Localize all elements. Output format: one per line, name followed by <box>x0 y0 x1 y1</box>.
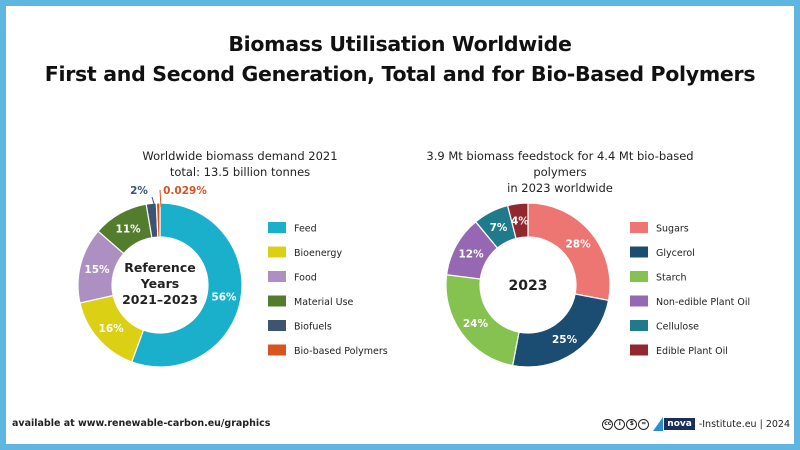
chart1-center-label: Reference <box>124 260 195 275</box>
chart2-legend-swatch <box>630 295 648 307</box>
nova-brand: nova <box>664 418 695 430</box>
chart1-label-1: 16% <box>99 323 125 335</box>
chart2-legend-swatch <box>630 271 648 282</box>
chart1-title: Worldwide biomass demand 2021 <box>142 149 338 163</box>
chart2-slice-edible-plant-oil <box>506 202 529 240</box>
brand-suffix: -Institute.eu | 2024 <box>698 418 790 430</box>
chart1-leader-polymers <box>159 189 162 208</box>
cc-icon: cc <box>602 418 614 430</box>
chart2-slice-glycerol <box>511 293 610 368</box>
chart2-title: 3.9 Mt biomass feedstock for 4.4 Mt bio-… <box>426 149 694 179</box>
main-subtitle: First and Second Generation, Total and f… <box>44 62 756 86</box>
chart2-label-4: 7% <box>490 222 508 234</box>
chart2-legend-label: Cellulose <box>656 322 699 333</box>
chart2-label-2: 24% <box>463 318 489 330</box>
chart2-slice-sugars <box>527 202 611 302</box>
chart2-label-3: 12% <box>458 249 484 261</box>
chart2-legend-label: Edible Plant Oil <box>656 346 728 357</box>
nc-icon: $ <box>626 418 638 430</box>
chart1-legend-label: Food <box>294 273 317 284</box>
chart2-subtitle: in 2023 worldwide <box>507 181 613 195</box>
main-title: Biomass Utilisation Worldwide <box>228 32 572 56</box>
nd-icon: = <box>638 418 650 430</box>
chart1-legend-swatch <box>268 222 286 233</box>
chart1-subtitle: total: 13.5 billion tonnes <box>169 165 311 179</box>
chart1-label-4: 2% <box>130 185 148 197</box>
chart1-legend-swatch <box>268 246 286 258</box>
nova-logo-icon <box>653 417 664 431</box>
chart1-slice-feed <box>130 202 243 368</box>
chart2-heading: 3.9 Mt biomass feedstock for 4.4 Mt bio-… <box>400 148 720 196</box>
chart1-label-5: 0.029% <box>163 185 207 197</box>
chart1-center-label: Years <box>140 276 179 291</box>
chart2-label-1: 25% <box>552 334 578 346</box>
chart2-label-0: 28% <box>566 239 592 251</box>
chart2-legend-label: Starch <box>656 273 687 284</box>
chart1-legend-label: Biofuels <box>294 322 332 333</box>
chart1-leader-biofuels <box>151 196 156 208</box>
license-icons: cc i $ = <box>602 418 650 430</box>
chart2-legend-label: Sugars <box>656 224 689 235</box>
chart1-label-0: 56% <box>211 291 237 303</box>
chart1-center-label: 2021–2023 <box>122 292 198 307</box>
chart2-legend-swatch <box>630 320 648 331</box>
chart1-legend-label: Material Use <box>294 297 354 308</box>
chart1-legend-label: Bioenergy <box>294 248 342 259</box>
chart1-legend-swatch <box>268 295 286 307</box>
chart1-legend-label: Feed <box>294 224 317 235</box>
by-icon: i <box>614 418 626 430</box>
chart2-label-5: 4% <box>511 216 529 228</box>
chart2-legend-swatch <box>630 246 648 258</box>
chart1-legend-swatch <box>268 344 286 356</box>
chart1-slice-bio-based-polymers <box>155 202 161 238</box>
chart1-heading: Worldwide biomass demand 2021 total: 13.… <box>80 148 400 180</box>
chart2-legend-swatch <box>630 222 648 233</box>
chart2-legend-label: Non-edible Plant Oil <box>656 297 750 308</box>
brand-footer: cc i $ = nova -Institute.eu | 2024 <box>602 417 790 431</box>
chart2-legend-swatch <box>630 344 648 356</box>
chart2-center-label: 2023 <box>509 278 548 294</box>
chart1-legend-swatch <box>268 320 286 331</box>
source-note[interactable]: available at www.renewable-carbon.eu/gra… <box>12 418 271 429</box>
chart1-label-3: 11% <box>116 223 142 235</box>
chart1-legend-label: Bio-based Polymers <box>294 346 388 357</box>
chart2-legend-label: Glycerol <box>656 248 695 259</box>
chart1-label-2: 15% <box>84 264 110 276</box>
chart1-legend-swatch <box>268 271 286 282</box>
